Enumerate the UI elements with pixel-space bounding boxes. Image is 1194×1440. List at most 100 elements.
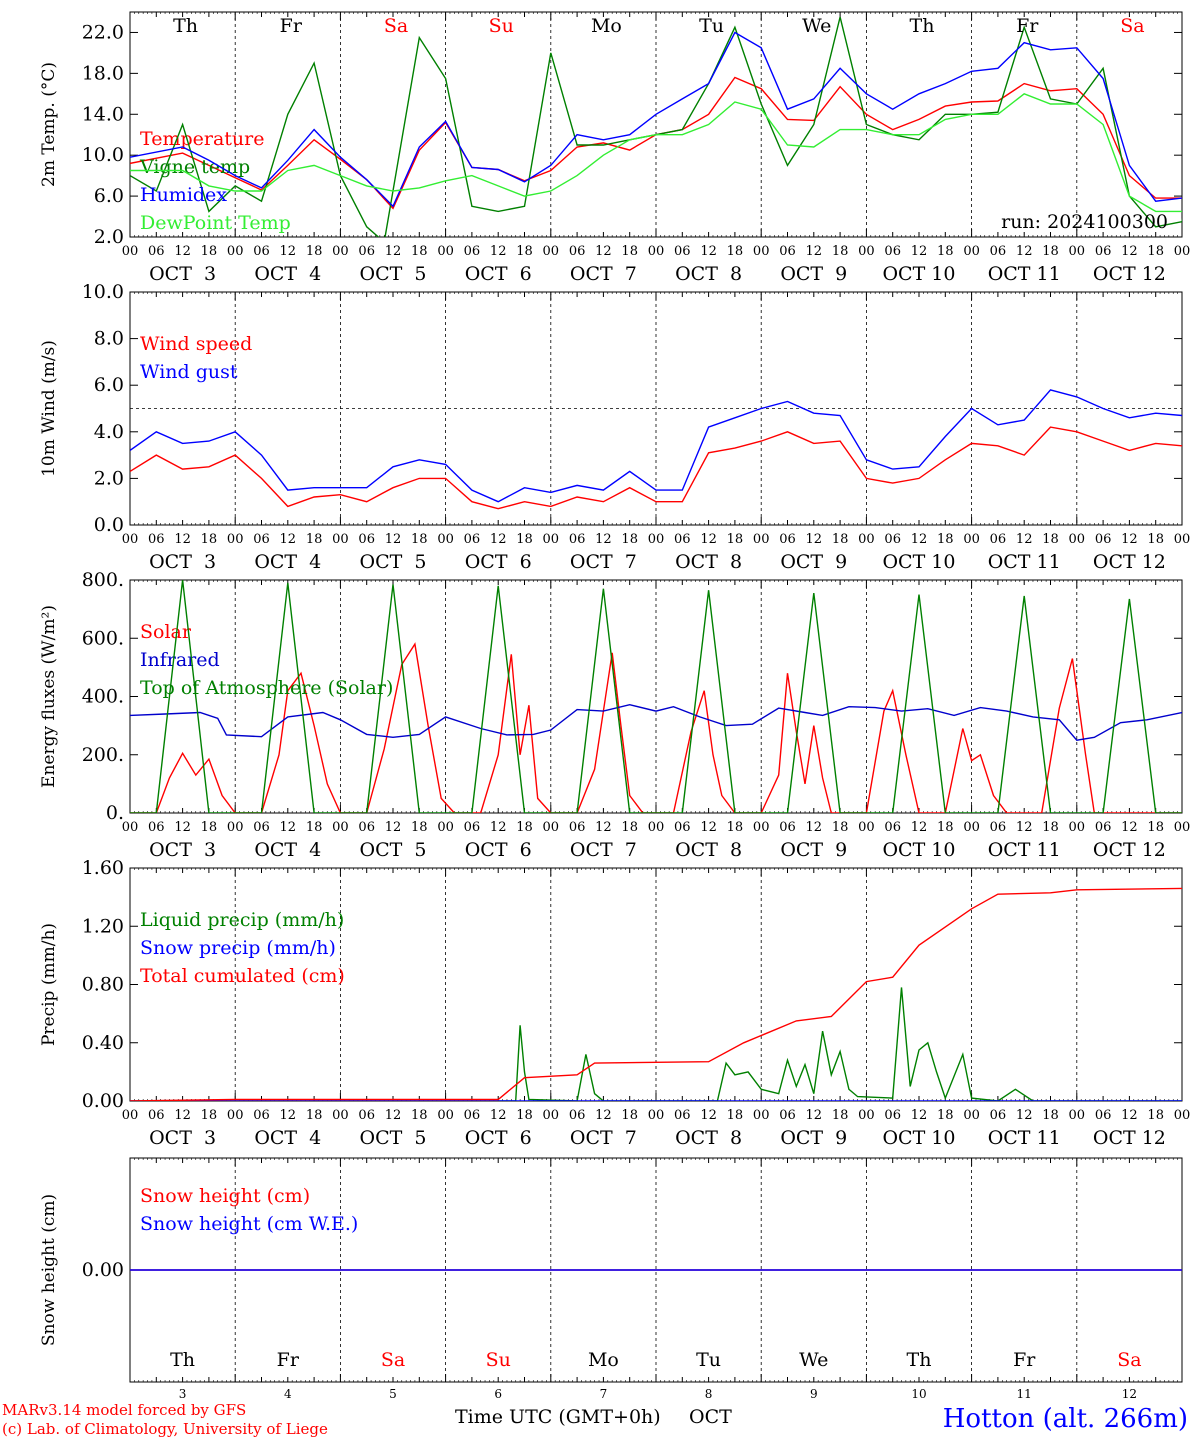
hour-tick-label: 12 bbox=[806, 532, 823, 547]
hour-tick-label: 12 bbox=[595, 244, 612, 259]
hour-tick-label: 18 bbox=[306, 1108, 323, 1123]
date-label: OCT 8 bbox=[675, 263, 742, 285]
date-label: OCT 8 bbox=[675, 1127, 742, 1149]
hour-tick-label: 00 bbox=[963, 244, 980, 259]
weekday-label: Th bbox=[170, 1349, 195, 1371]
series-line-top-of-atmosphere-solar- bbox=[130, 580, 1182, 813]
date-label: OCT 6 bbox=[465, 1127, 532, 1149]
date-label: OCT 4 bbox=[254, 1127, 321, 1149]
hour-tick-label: 12 bbox=[806, 820, 823, 835]
date-label: OCT 5 bbox=[360, 1127, 427, 1149]
hour-tick-label: 12 bbox=[595, 532, 612, 547]
day-number: 9 bbox=[810, 1387, 818, 1401]
weekday-label: Tu bbox=[699, 15, 724, 37]
y-tick-label: 400. bbox=[82, 686, 124, 708]
panel-2: 0.0 2.0 4.0 6.0 8.0 10.0 10m Wind (m/s) 00 06 12 1… bbox=[39, 281, 1190, 573]
hour-tick-label: 00 bbox=[437, 532, 454, 547]
hour-tick-label: 00 bbox=[858, 532, 875, 547]
date-label: OCT 7 bbox=[570, 551, 637, 573]
hour-tick-label: 06 bbox=[464, 820, 481, 835]
hour-tick-label: 06 bbox=[148, 532, 165, 547]
hour-tick-label: 00 bbox=[543, 820, 560, 835]
hour-tick-label: 00 bbox=[1174, 1108, 1191, 1123]
hour-tick-label: 00 bbox=[1069, 532, 1086, 547]
hour-tick-label: 06 bbox=[148, 820, 165, 835]
hour-tick-label: 18 bbox=[1042, 820, 1059, 835]
hour-tick-label: 18 bbox=[411, 1108, 428, 1123]
hour-tick-label: 06 bbox=[674, 532, 691, 547]
y-tick-label: 6.0 bbox=[94, 185, 124, 207]
hour-tick-label: 12 bbox=[385, 244, 402, 259]
y-tick-label: 0.0 bbox=[94, 514, 124, 536]
hour-tick-label: 18 bbox=[306, 244, 323, 259]
hour-tick-label: 00 bbox=[1069, 244, 1086, 259]
hour-tick-label: 12 bbox=[1016, 1108, 1033, 1123]
hour-tick-label: 06 bbox=[884, 820, 901, 835]
weekday-label: Su bbox=[489, 15, 514, 37]
weekday-label: We bbox=[802, 15, 831, 37]
y-tick-label: 10.0 bbox=[82, 144, 124, 166]
weekday-label: Fr bbox=[277, 1349, 300, 1371]
hour-tick-label: 06 bbox=[569, 820, 586, 835]
hour-tick-label: 12 bbox=[700, 244, 717, 259]
y-tick-label: 6.0 bbox=[94, 374, 124, 396]
hour-tick-label: 12 bbox=[490, 1108, 507, 1123]
hour-tick-label: 12 bbox=[1121, 244, 1138, 259]
series-line-vigne-temp bbox=[130, 16, 1182, 237]
date-label: OCT 3 bbox=[149, 551, 216, 573]
hour-tick-label: 12 bbox=[174, 244, 191, 259]
hour-tick-label: 00 bbox=[332, 244, 349, 259]
weekday-label: Th bbox=[910, 15, 935, 37]
date-label: OCT 11 bbox=[988, 839, 1061, 861]
day-number: 4 bbox=[284, 1387, 292, 1401]
weekday-label: Mo bbox=[588, 1349, 619, 1371]
hour-tick-label: 12 bbox=[595, 1108, 612, 1123]
hour-tick-label: 00 bbox=[648, 532, 665, 547]
hour-tick-label: 06 bbox=[779, 244, 796, 259]
hour-tick-label: 12 bbox=[385, 820, 402, 835]
hour-tick-label: 12 bbox=[1016, 532, 1033, 547]
date-label: OCT 5 bbox=[360, 263, 427, 285]
date-label: OCT 4 bbox=[254, 551, 321, 573]
hour-tick-label: 18 bbox=[201, 1108, 218, 1123]
date-label: OCT 10 bbox=[882, 551, 955, 573]
hour-tick-label: 00 bbox=[648, 244, 665, 259]
series-line-wind-gust bbox=[130, 389, 1182, 503]
hour-tick-label: 06 bbox=[990, 244, 1007, 259]
hour-tick-label: 00 bbox=[332, 532, 349, 547]
hour-tick-label: 12 bbox=[911, 532, 928, 547]
hour-tick-label: 12 bbox=[174, 820, 191, 835]
legend-entry: Wind speed bbox=[140, 333, 252, 355]
y-tick-label: 600. bbox=[82, 627, 124, 649]
date-label: OCT 12 bbox=[1093, 839, 1166, 861]
hour-tick-label: 12 bbox=[280, 1108, 297, 1123]
hour-tick-label: 18 bbox=[1147, 820, 1164, 835]
weekday-label: We bbox=[799, 1349, 828, 1371]
hour-tick-label: 18 bbox=[832, 532, 849, 547]
date-label: OCT 11 bbox=[988, 551, 1061, 573]
hour-tick-label: 00 bbox=[122, 1108, 139, 1123]
y-tick-label: 8.0 bbox=[94, 328, 124, 350]
hour-tick-label: 06 bbox=[779, 532, 796, 547]
date-label: OCT 12 bbox=[1093, 551, 1166, 573]
date-label: OCT 12 bbox=[1093, 1127, 1166, 1149]
hour-tick-label: 12 bbox=[280, 820, 297, 835]
hour-tick-label: 18 bbox=[621, 1108, 638, 1123]
legend-entry: Humidex bbox=[140, 184, 227, 206]
date-label: OCT 12 bbox=[1093, 263, 1166, 285]
y-axis-label: Energy fluxes (W/m²) bbox=[39, 605, 59, 788]
hour-tick-label: 06 bbox=[1095, 1108, 1112, 1123]
y-tick-label: 1.20 bbox=[82, 915, 124, 937]
hour-tick-label: 06 bbox=[990, 532, 1007, 547]
weekday-label: Sa bbox=[384, 15, 408, 37]
hour-tick-label: 12 bbox=[490, 820, 507, 835]
hour-tick-label: 18 bbox=[832, 244, 849, 259]
hour-tick-label: 06 bbox=[884, 244, 901, 259]
hour-tick-label: 06 bbox=[1095, 820, 1112, 835]
series-line-total-cumulated-cm- bbox=[130, 887, 1182, 1101]
hour-tick-label: 18 bbox=[411, 532, 428, 547]
date-label: OCT 11 bbox=[988, 263, 1061, 285]
date-label: OCT 6 bbox=[465, 263, 532, 285]
hour-tick-label: 00 bbox=[753, 532, 770, 547]
